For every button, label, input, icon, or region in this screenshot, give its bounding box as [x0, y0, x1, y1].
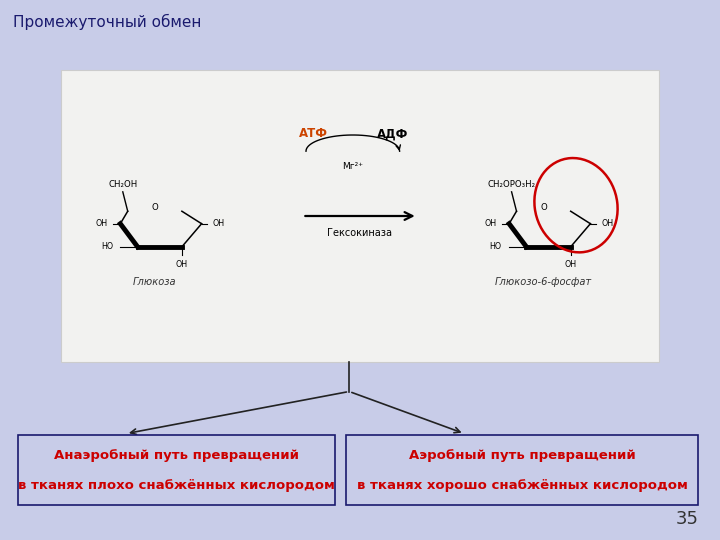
Text: 35: 35: [675, 510, 698, 528]
Text: OH: OH: [601, 219, 613, 228]
Text: OH: OH: [96, 219, 108, 228]
Text: в тканях плохо снабжённых кислородом: в тканях плохо снабжённых кислородом: [18, 479, 335, 492]
Text: Гексокиназа: Гексокиназа: [328, 228, 392, 238]
Text: CH₂OPO₃H₂: CH₂OPO₃H₂: [487, 180, 536, 188]
Text: в тканях хорошо снабжённых кислородом: в тканях хорошо снабжённых кислородом: [356, 479, 688, 492]
Text: OH: OH: [212, 219, 225, 228]
Text: Mг²⁺: Mг²⁺: [342, 162, 364, 171]
Text: HO: HO: [490, 242, 502, 251]
Text: Глюкозо-6-фосфат: Глюкозо-6-фосфат: [495, 277, 592, 287]
Text: Глюкоза: Глюкоза: [133, 277, 176, 287]
Text: OH: OH: [485, 219, 497, 228]
Text: Анаэробный путь превращений: Анаэробный путь превращений: [54, 449, 299, 462]
Text: АДФ: АДФ: [377, 127, 408, 140]
Text: O: O: [151, 203, 158, 212]
Text: OH: OH: [564, 260, 577, 269]
FancyBboxPatch shape: [346, 435, 698, 505]
Text: Аэробный путь превращений: Аэробный путь превращений: [409, 449, 635, 462]
Text: O: O: [540, 203, 547, 212]
FancyBboxPatch shape: [61, 70, 659, 362]
Text: HO: HO: [101, 242, 113, 251]
Text: Промежуточный обмен: Промежуточный обмен: [13, 14, 202, 30]
Text: АТФ: АТФ: [299, 127, 328, 140]
Text: OH: OH: [176, 260, 188, 269]
FancyBboxPatch shape: [18, 435, 335, 505]
Text: CH₂OH: CH₂OH: [108, 180, 138, 188]
